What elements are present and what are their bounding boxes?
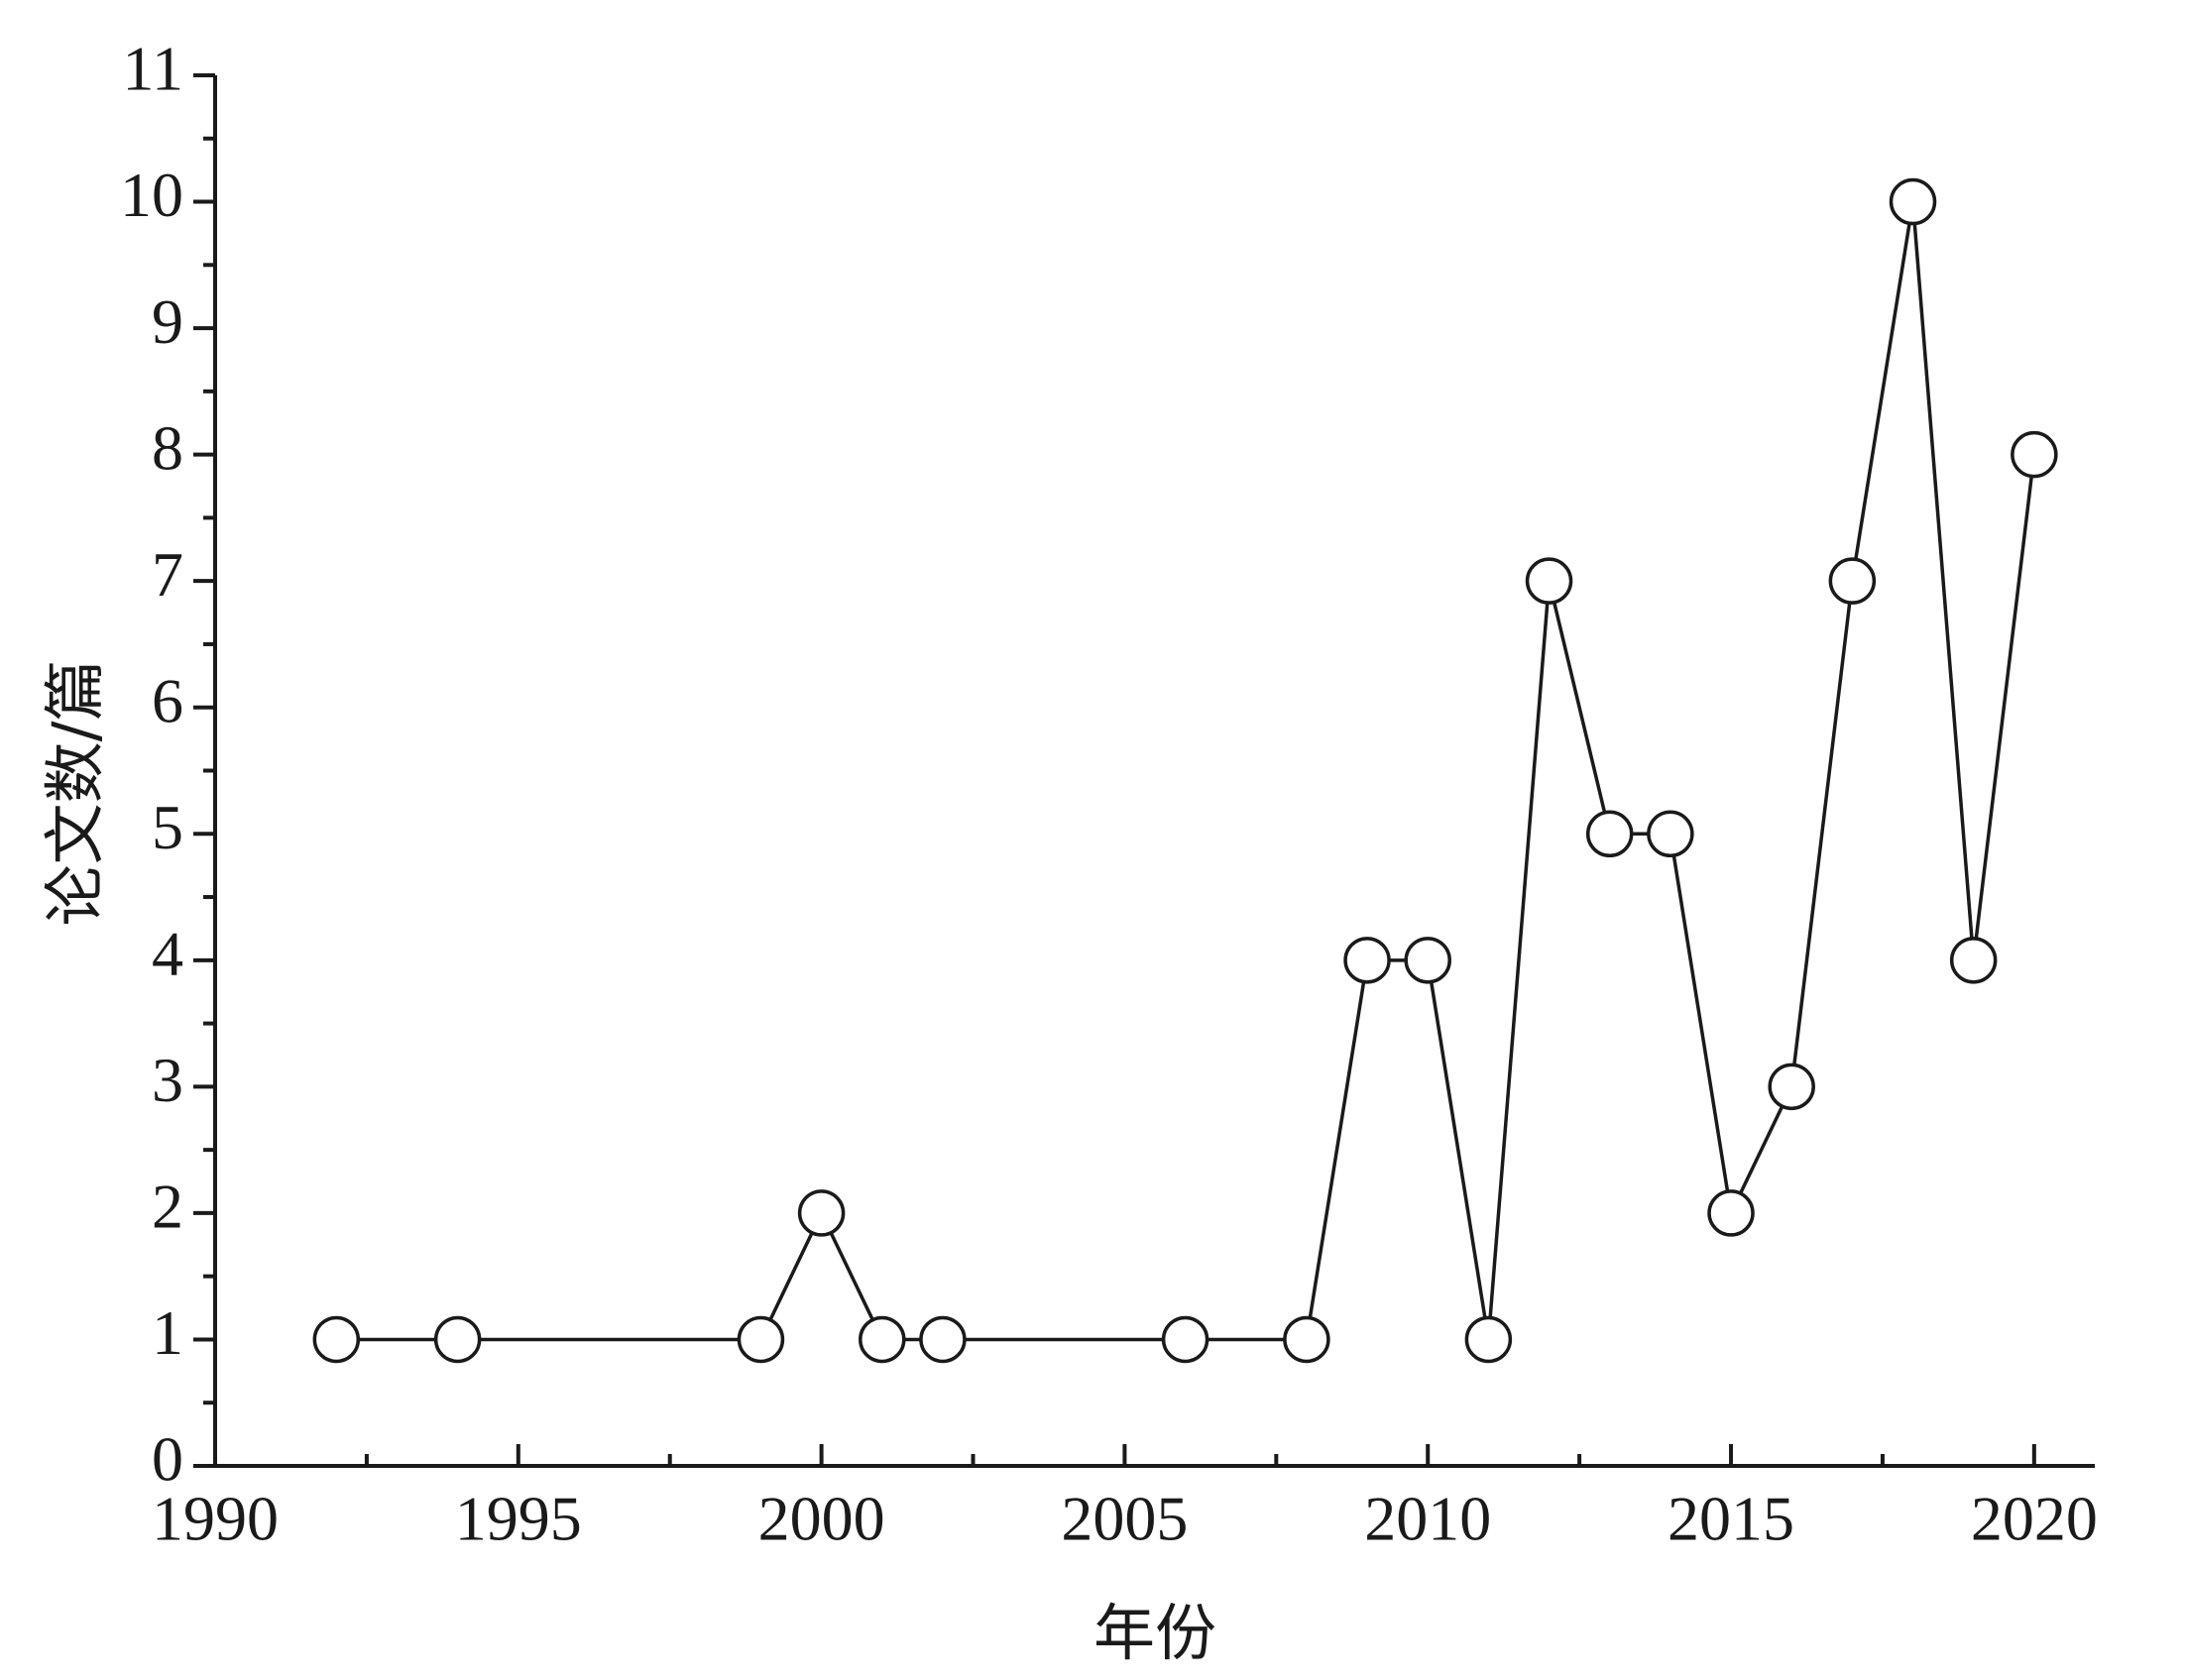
x-axis-label: 年份 (1093, 1597, 1216, 1669)
y-tick-label: 1 (152, 1297, 183, 1368)
data-point (1889, 177, 1937, 226)
x-tick-label: 2010 (1364, 1484, 1491, 1554)
y-tick-label: 9 (152, 286, 183, 357)
data-point (919, 1315, 967, 1364)
y-tick-label: 0 (152, 1424, 183, 1495)
x-tick-label: 2000 (758, 1484, 885, 1554)
data-point (737, 1315, 785, 1364)
y-tick-label: 5 (152, 792, 183, 862)
y-axis-label: 论文数/篇 (39, 660, 111, 927)
y-tick-label: 2 (152, 1172, 183, 1242)
data-point (1768, 1063, 1815, 1111)
data-point (1161, 1315, 1209, 1364)
data-point (2011, 430, 2058, 479)
data-point (433, 1315, 482, 1364)
data-point (1707, 1189, 1755, 1237)
data-point (1828, 557, 1877, 605)
data-point (312, 1315, 361, 1364)
x-tick-label: 2020 (1971, 1484, 2098, 1554)
y-tick-label: 3 (152, 1045, 183, 1115)
y-tick-label: 6 (152, 665, 183, 735)
y-tick-label: 11 (122, 34, 183, 104)
data-point (1647, 810, 1694, 858)
x-tick-label: 2015 (1668, 1484, 1794, 1554)
data-point (1343, 937, 1391, 984)
data-point (859, 1315, 906, 1364)
y-tick-label: 7 (152, 539, 183, 610)
y-tick-label: 4 (152, 919, 183, 989)
data-point (1404, 937, 1451, 984)
data-point (1464, 1315, 1513, 1364)
x-tick-label: 1990 (152, 1484, 279, 1554)
data-point (1585, 810, 1634, 858)
y-tick-label: 10 (120, 160, 183, 230)
data-point (1949, 937, 1998, 984)
data-point (1525, 557, 1573, 605)
data-point (797, 1189, 846, 1237)
data-line (336, 201, 2036, 1342)
x-tick-label: 2005 (1061, 1484, 1188, 1554)
data-point (1283, 1315, 1330, 1364)
x-tick-label: 1995 (455, 1484, 582, 1554)
y-tick-label: 8 (152, 412, 183, 483)
